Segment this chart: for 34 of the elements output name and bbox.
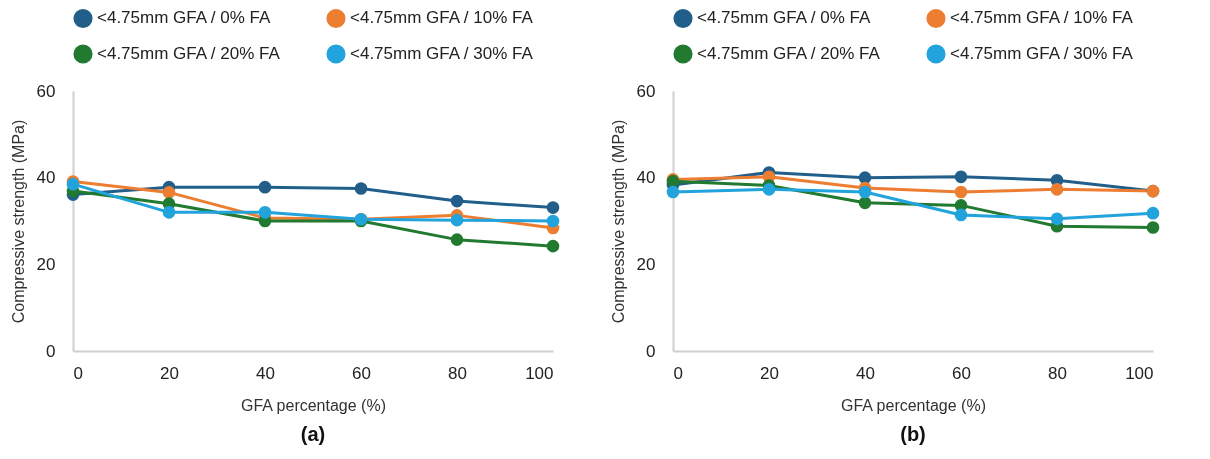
y-axis-title: Compressive strength (MPa) [9, 119, 27, 324]
legend-label: <4.75mm GFA / 10% FA [350, 8, 534, 28]
y-tick-label: 0 [646, 341, 656, 361]
y-tick-label: 20 [36, 254, 56, 274]
x-tick-label: 40 [856, 363, 875, 383]
legend-label: <4.75mm GFA / 10% FA [950, 8, 1134, 28]
text: (b) [900, 423, 926, 445]
x-tick-label: 60 [952, 363, 971, 383]
x-tick-label: 100 [1125, 363, 1154, 383]
x-tick-label: 0 [73, 363, 83, 383]
y-tick-label: 60 [636, 81, 656, 101]
y-tick-label: 0 [46, 341, 56, 361]
y-tick-label: 20 [636, 254, 656, 274]
y-tick-label: 60 [36, 81, 56, 101]
x-tick-label: 60 [352, 363, 371, 383]
x-tick-label: 40 [256, 363, 275, 383]
x-tick-label: 100 [525, 363, 554, 383]
x-tick-label: 0 [673, 363, 683, 383]
y-tick-label: 40 [636, 168, 656, 188]
legend-label: <4.75mm GFA / 0% FA [697, 8, 872, 28]
legend-label: <4.75mm GFA / 0% FA [97, 8, 272, 28]
y-axis-title: Compressive strength (MPa) [609, 119, 627, 324]
x-tick-label: 80 [1048, 363, 1067, 383]
x-tick-label: 20 [760, 363, 779, 383]
x-axis-title: GFA percentage (%) [241, 396, 386, 414]
legend-label: <4.75mm GFA / 30% FA [350, 44, 534, 63]
y-tick-label: 40 [36, 168, 56, 188]
legend-label: <4.75mm GFA / 30% FA [950, 44, 1134, 63]
legend-label: <4.75mm GFA / 20% FA [697, 44, 881, 63]
text: (a) [300, 423, 326, 445]
x-axis-title: GFA percentage (%) [841, 396, 986, 414]
legend-label: <4.75mm GFA / 20% FA [97, 44, 281, 63]
x-tick-label: 20 [160, 363, 179, 383]
x-tick-label: 80 [448, 363, 467, 383]
